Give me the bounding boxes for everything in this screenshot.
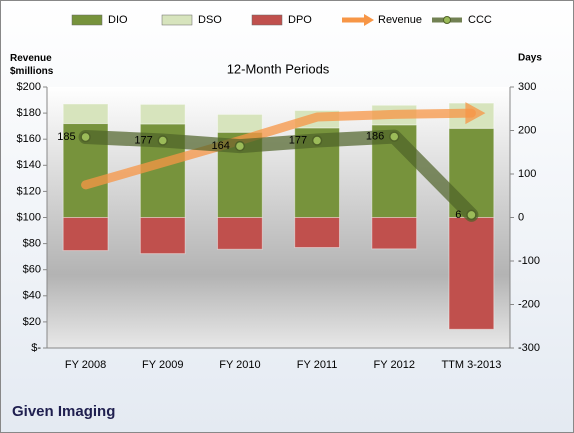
revenue-line (81, 108, 476, 190)
y-tick-label: $20 (23, 316, 41, 328)
bar-dso (217, 113, 263, 133)
x-tick-label: FY 2009 (142, 359, 183, 371)
y-tick-label: $- (31, 342, 41, 354)
ccc-marker (80, 131, 91, 143)
y-tick-label: $140 (17, 159, 41, 171)
ccc-marker (234, 140, 246, 152)
bar-dpo (448, 217, 495, 330)
ccc-marker (311, 135, 323, 146)
bar-dso (62, 103, 109, 125)
ccc-value-label: 186 (366, 130, 384, 142)
y-tick-label: $180 (17, 107, 41, 119)
ccc-value-label: 177 (289, 134, 307, 146)
ccc-value-label: 185 (57, 131, 75, 143)
y-tick-label: $80 (23, 238, 41, 250)
y2-axis-label: Days (518, 53, 542, 64)
y-tick-label: $60 (23, 264, 41, 276)
legend-swatch (71, 14, 103, 26)
legend-label: DSO (198, 14, 222, 26)
ccc-marker (389, 131, 400, 142)
revenue-arrowhead (465, 102, 486, 125)
x-tick-label: TTM 3-2013 (441, 359, 501, 371)
ccc-value-label: 6 (455, 209, 461, 221)
legend-label: DPO (288, 14, 312, 26)
bar-dpo (139, 217, 186, 255)
chart-title: 12-Month Periods (227, 61, 330, 76)
bar-dpo (294, 217, 340, 249)
legend-label: Revenue (378, 14, 422, 26)
x-tick-label: FY 2008 (65, 359, 106, 371)
legend-swatch (161, 14, 193, 26)
y2-tick-label: 200 (518, 124, 536, 136)
bar-dpo (371, 217, 418, 250)
bar-dpo (217, 217, 263, 250)
y2-tick-label: 100 (518, 168, 536, 180)
company-name: Given Imaging (12, 403, 115, 420)
y-axis-label: Revenue $millions (10, 53, 54, 77)
ccc-line (78, 129, 479, 222)
y-tick-label: $120 (17, 185, 41, 197)
y2-tick-label: 0 (518, 211, 524, 223)
x-tick-label: FY 2012 (374, 359, 415, 371)
legend-label: CCC (468, 14, 492, 26)
x-tick-label: FY 2011 (297, 359, 338, 371)
bar-dso (139, 103, 186, 125)
legend-label: DIO (108, 14, 128, 26)
ccc-value-label: 164 (212, 140, 230, 152)
y-tick-label: $160 (17, 133, 41, 145)
ccc-value-label: 177 (134, 134, 152, 146)
ccc-marker (466, 209, 477, 221)
legend-swatch (364, 14, 374, 26)
y-tick-label: $100 (17, 211, 41, 223)
y2-tick-label: -200 (518, 298, 540, 310)
bar-dpo (62, 217, 109, 252)
legend-swatch (251, 14, 283, 26)
y-tick-label: $40 (23, 290, 41, 302)
x-tick-label: FY 2010 (219, 359, 260, 371)
legend-swatch (443, 16, 451, 24)
y2-tick-label: -100 (518, 255, 540, 267)
y2-tick-label: 300 (518, 81, 536, 93)
ccc-marker (157, 135, 168, 146)
y2-tick-label: -300 (518, 342, 540, 354)
y-tick-label: $200 (17, 81, 41, 93)
